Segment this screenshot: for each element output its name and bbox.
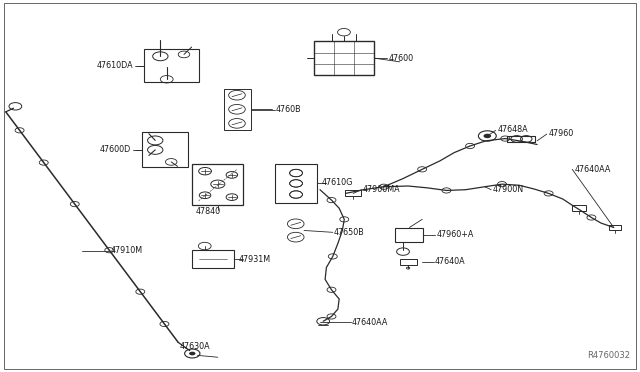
Text: 47640A: 47640A (435, 257, 465, 266)
Text: 47900MA: 47900MA (362, 185, 400, 194)
Text: 47650B: 47650B (334, 228, 365, 237)
Text: 47600: 47600 (388, 54, 413, 62)
Text: 47960: 47960 (548, 129, 574, 138)
Text: 47640AA: 47640AA (574, 165, 611, 174)
Bar (145, 49, 198, 82)
Bar (609, 225, 621, 230)
Bar (572, 205, 586, 211)
Bar (396, 228, 424, 242)
Text: 47610DA: 47610DA (96, 61, 133, 70)
Bar (224, 89, 251, 130)
Bar (345, 190, 361, 196)
Bar (143, 132, 188, 167)
Text: 47900N: 47900N (492, 185, 524, 194)
Text: 47910M: 47910M (111, 246, 143, 255)
Text: 47840: 47840 (195, 207, 221, 216)
Text: 47640AA: 47640AA (352, 318, 388, 327)
Circle shape (483, 134, 491, 138)
Text: 47648A: 47648A (497, 125, 528, 134)
Bar (192, 164, 243, 205)
Text: R4760032: R4760032 (587, 351, 630, 360)
Text: 47960+A: 47960+A (436, 230, 474, 239)
Text: 47610G: 47610G (322, 178, 353, 187)
Bar (314, 41, 374, 75)
Circle shape (189, 352, 195, 355)
Text: 4760B: 4760B (275, 105, 301, 114)
Text: 47931M: 47931M (239, 254, 271, 263)
Bar (192, 250, 234, 268)
Bar (275, 164, 317, 203)
Text: 47630A: 47630A (179, 341, 210, 350)
Bar (400, 259, 417, 265)
Text: 47600D: 47600D (100, 145, 131, 154)
